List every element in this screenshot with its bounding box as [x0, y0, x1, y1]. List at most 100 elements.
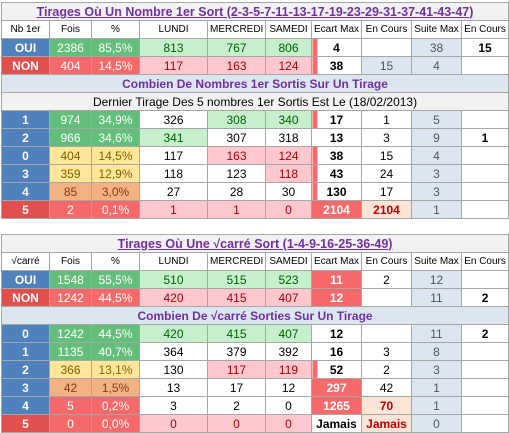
cell: 4 — [411, 146, 462, 165]
cell: 2 — [49, 200, 92, 219]
cell: 0,1% — [91, 200, 140, 219]
cell: 1 — [460, 128, 509, 147]
cell — [361, 288, 412, 307]
cell: 3 — [361, 342, 412, 361]
row-label: 4 — [1, 182, 50, 201]
header-cell: LUNDI — [139, 20, 208, 39]
cell: 2 — [207, 396, 266, 415]
cell: 0,0% — [91, 414, 140, 433]
cell: Jamais — [311, 414, 362, 433]
cell: 44,5% — [91, 324, 140, 343]
cell: 974 — [49, 110, 92, 129]
cell: 415 — [207, 288, 266, 307]
cell: 1265 — [311, 396, 362, 415]
cell — [460, 342, 509, 361]
cell: 24 — [361, 164, 412, 183]
row-label: OUI — [1, 270, 50, 289]
cell: 130 — [311, 182, 362, 201]
cell: 806 — [265, 38, 312, 57]
cell: 34,9% — [91, 110, 140, 129]
cell: 13 — [311, 128, 362, 147]
header-cell: SAMEDI — [265, 252, 312, 271]
cell: 0 — [265, 200, 312, 219]
cell: 379 — [207, 342, 266, 361]
cell: 515 — [207, 270, 266, 289]
data-row: OUI 1548 55,5% 510 515 523 11 2 12 — [1, 270, 509, 289]
row-label: 0 — [1, 324, 50, 343]
data-row: 0 1242 44,5% 420 415 407 12 11 2 — [1, 324, 509, 343]
cell: 42 — [49, 378, 92, 397]
header-row: Nb 1er Fois% LUNDI MERCREDI SAMEDI Ecart Max E… — [1, 20, 509, 39]
cell: 28 — [207, 182, 266, 201]
cell: 13,1% — [91, 360, 140, 379]
cell: 11 — [311, 270, 362, 289]
cell: 124 — [265, 146, 312, 165]
cell: 1242 — [49, 288, 92, 307]
cell: 17 — [207, 378, 266, 397]
cell: 318 — [265, 128, 312, 147]
cell: 17 — [361, 182, 412, 201]
cell: 38 — [411, 38, 462, 57]
cell: 0 — [49, 414, 92, 433]
subtitle: Combien De √carré Sorties Sur Un Tirage — [0, 306, 509, 325]
cell: 0 — [265, 396, 312, 415]
cell — [460, 146, 509, 165]
row-label: 4 — [1, 396, 50, 415]
cell: 4 — [311, 38, 362, 57]
title: Tirages Où Un Nombre 1er Sort (2-3-5-7-1… — [0, 2, 509, 21]
data-row: NON 1242 44,5% 420 415 407 12 11 2 — [1, 288, 509, 307]
cell: 85 — [49, 182, 92, 201]
cell: 52 — [311, 360, 362, 379]
data-row: 3 359 12,9% 118 123 118 43 24 3 — [1, 164, 509, 183]
cell: 366 — [49, 360, 92, 379]
header-cell: Suite Max — [411, 252, 462, 271]
cell: 767 — [207, 38, 266, 57]
cell: 1,5% — [91, 378, 140, 397]
cell: 118 — [139, 164, 208, 183]
cell: 55,5% — [91, 270, 140, 289]
cell: 12 — [311, 288, 362, 307]
cell — [460, 396, 509, 415]
cell: 2 — [460, 288, 509, 307]
cell: 404 — [49, 56, 92, 75]
row-label: NON — [1, 288, 50, 307]
cell: 3,0% — [91, 182, 140, 201]
stats-table: Tirages Où Un Nombre 1er Sort (2-3-5-7-1… — [0, 2, 509, 219]
cell: 1 — [361, 110, 412, 129]
subtitle-row: Combien De Nombres 1er Sortis Sur Un Tir… — [0, 74, 509, 93]
cell: 12,9% — [91, 164, 140, 183]
cell: 1 — [139, 200, 208, 219]
header-row: √carré Fois% LUNDI MERCREDI SAMEDI Ecart Max E… — [1, 252, 509, 271]
cell: 117 — [139, 146, 208, 165]
cell: 44,5% — [91, 288, 140, 307]
header-cell: En Cours — [460, 20, 509, 39]
header-cell: En Cours — [361, 20, 412, 39]
cell: 407 — [265, 288, 312, 307]
data-row: 4 5 0,2% 3 2 0 1265 70 1 — [1, 396, 509, 415]
cell: 510 — [139, 270, 208, 289]
data-row: OUI 2386 85,5% 813 767 806 4 38 15 — [1, 38, 509, 57]
cell: 11 — [411, 324, 462, 343]
cell: 5 — [411, 110, 462, 129]
cell — [460, 378, 509, 397]
row-label: 1 — [1, 342, 50, 361]
cell: 12 — [265, 378, 312, 397]
cell: 297 — [311, 378, 362, 397]
cell: 118 — [265, 164, 312, 183]
note: Dernier Tirage Des 5 nombres 1er Sortis … — [0, 92, 509, 111]
cell: 0 — [139, 414, 208, 433]
cell: 3 — [411, 360, 462, 379]
cell: 392 — [265, 342, 312, 361]
data-row: 2 966 34,6% 341 307 318 13 3 9 1 — [1, 128, 509, 147]
cell: 38 — [311, 56, 362, 75]
row-label: 0 — [1, 146, 50, 165]
subtitle-row: Combien De √carré Sorties Sur Un Tirage — [0, 306, 509, 325]
header-cell: Fois — [49, 252, 92, 271]
cell: 4 — [411, 56, 462, 75]
cell: 70 — [361, 396, 412, 415]
note-row: Dernier Tirage Des 5 nombres 1er Sortis … — [0, 92, 509, 111]
header-cell: Fois — [49, 20, 92, 39]
cell: 14,5% — [91, 56, 140, 75]
data-row: 4 85 3,0% 27 28 30 130 17 3 — [1, 182, 509, 201]
